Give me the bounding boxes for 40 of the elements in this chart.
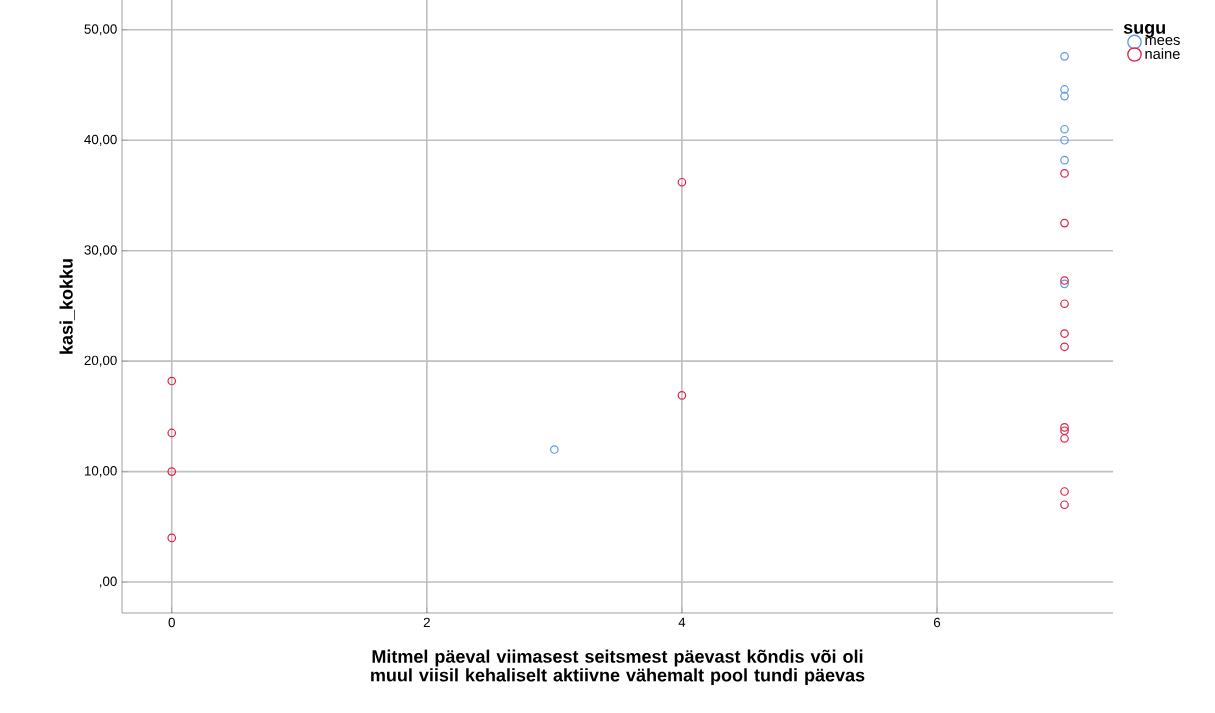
point <box>1060 487 1069 496</box>
y-tick-label: 50,00 <box>84 24 117 36</box>
point <box>1060 329 1069 338</box>
point <box>677 177 687 187</box>
y-tick-label: 40,00 <box>84 134 117 146</box>
point <box>1060 500 1069 510</box>
point <box>1060 299 1069 309</box>
point <box>1060 342 1069 352</box>
point <box>550 445 559 454</box>
point <box>167 533 177 543</box>
point <box>1060 434 1069 443</box>
point <box>1060 169 1069 178</box>
point <box>1060 135 1069 145</box>
y-axis-title: kasi_kokku <box>59 259 75 354</box>
x-tick-label: 2 <box>423 617 430 628</box>
point <box>167 428 177 438</box>
y-tick-label: 30,00 <box>84 245 117 257</box>
x-tick-label: 0 <box>168 617 175 628</box>
x-tick-label: 4 <box>678 617 686 627</box>
legend-label: mees <box>1145 37 1180 46</box>
point <box>1060 426 1069 436</box>
point <box>1060 124 1069 134</box>
point <box>1060 423 1069 432</box>
point <box>1060 51 1069 61</box>
point <box>677 391 687 400</box>
x-tick-label: 6 <box>933 617 941 628</box>
point <box>1060 218 1069 228</box>
point <box>1060 91 1069 101</box>
point <box>1060 155 1069 165</box>
point <box>167 467 177 476</box>
y-tick-label: 10,00 <box>84 466 117 478</box>
y-tick-label: 20,00 <box>84 355 117 367</box>
x-axis-title: Mitmel päeval viimasest seitsmest päevast kõndis või oli muul viisil kehaliselt aktiivne vähemalt pool tundi päevas <box>371 649 865 686</box>
point <box>1060 85 1069 94</box>
legend-label: naine <box>1145 48 1180 59</box>
point <box>1060 276 1069 285</box>
point <box>1060 279 1069 289</box>
legend-title: sugu <box>1123 23 1165 38</box>
y-tick-label: ,00 <box>99 576 117 588</box>
point <box>167 376 177 386</box>
